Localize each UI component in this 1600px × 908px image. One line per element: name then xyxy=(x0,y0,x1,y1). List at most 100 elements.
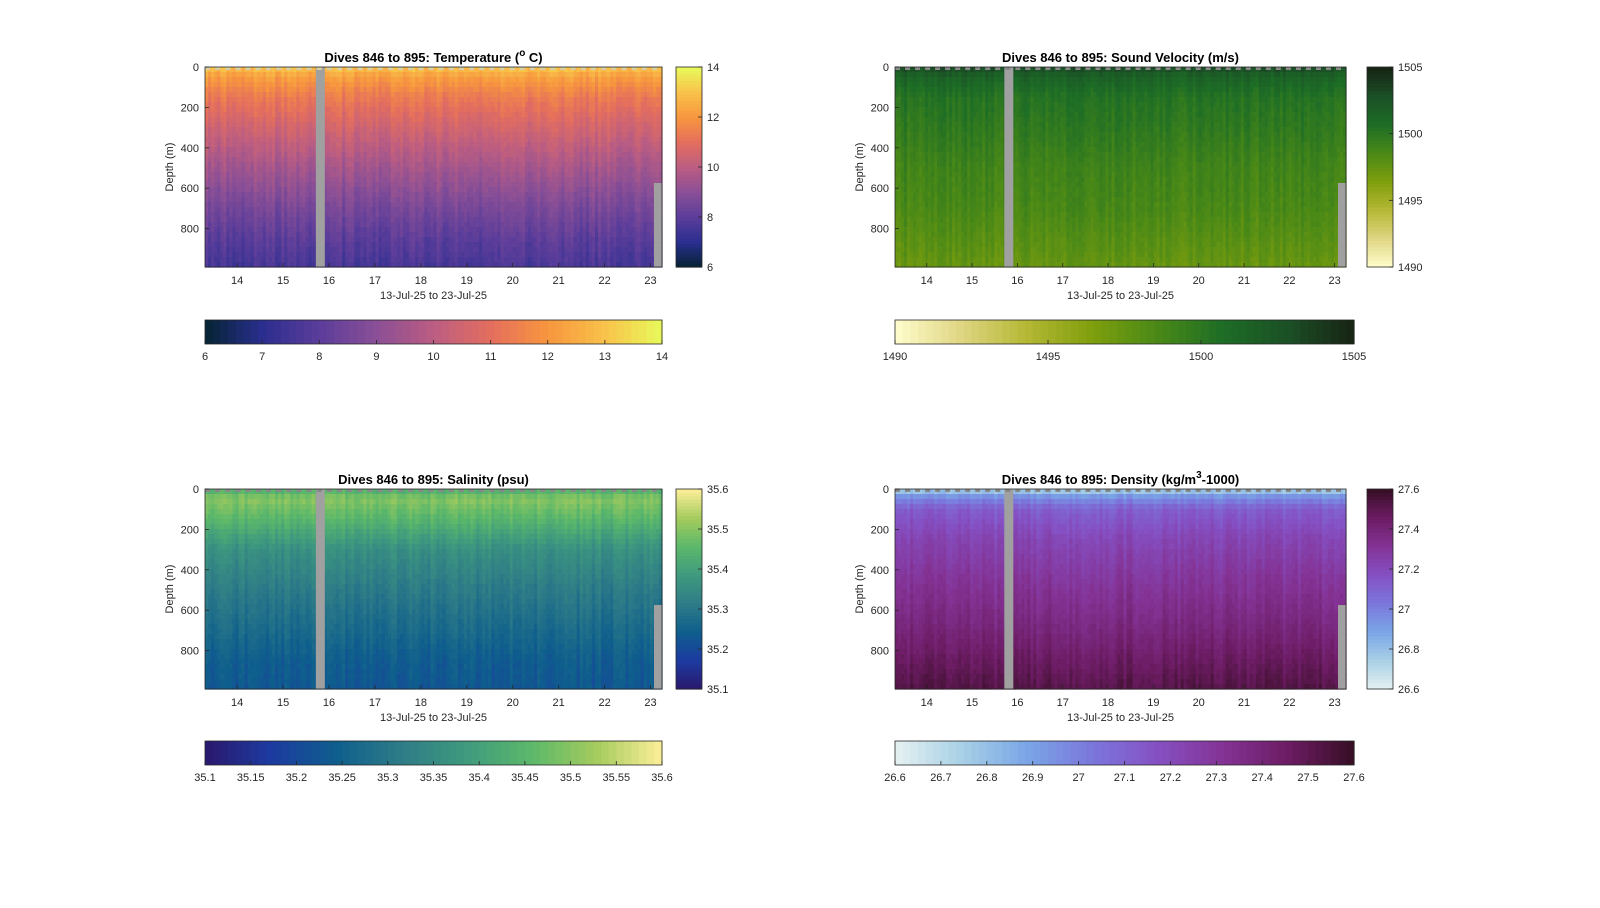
heatmap-cell xyxy=(381,232,386,238)
heatmap-cell xyxy=(220,172,224,178)
heatmap-cell xyxy=(339,222,343,228)
heatmap-cell xyxy=(268,212,273,218)
heatmap-cell xyxy=(421,147,425,153)
heatmap-cell xyxy=(439,152,444,158)
heatmap-cell xyxy=(403,142,407,148)
heatmap-cell xyxy=(399,142,404,148)
heatmap-cell xyxy=(336,147,340,153)
heatmap-cell xyxy=(424,202,429,208)
heatmap-cell xyxy=(442,142,447,148)
heatmap-cell xyxy=(308,102,313,108)
heatmap-cell xyxy=(396,227,401,233)
heatmap-cell xyxy=(439,117,444,123)
heatmap-cell xyxy=(445,72,450,78)
heatmap-cell xyxy=(250,167,255,173)
heatmap-cell xyxy=(424,172,429,178)
heatmap-cell xyxy=(369,167,374,173)
heatmap-cell xyxy=(308,182,313,188)
heatmap-cell xyxy=(205,157,209,163)
heatmap-cell xyxy=(433,162,438,168)
heatmap-cell xyxy=(418,97,422,103)
heatmap-cell xyxy=(232,222,237,228)
heatmap-cell xyxy=(238,257,243,263)
heatmap-cell xyxy=(336,252,340,258)
heatmap-cell xyxy=(275,122,279,128)
heatmap-cell xyxy=(268,92,273,98)
heatmap-cell xyxy=(390,112,395,118)
heatmap-cell xyxy=(229,232,234,238)
heatmap-cell xyxy=(265,142,270,148)
heatmap-cell xyxy=(348,137,352,143)
heatmap-cell xyxy=(296,122,301,128)
heatmap-cell xyxy=(220,87,224,93)
heatmap-cell xyxy=(427,122,432,128)
heatmap-cell xyxy=(208,157,212,163)
heatmap-cell xyxy=(381,197,386,203)
heatmap-cell xyxy=(421,72,425,78)
heatmap-cell xyxy=(445,247,450,253)
heatmap-cell xyxy=(326,77,331,83)
heatmap-cell xyxy=(393,172,398,178)
heatmap-cell xyxy=(339,187,343,193)
heatmap-cell xyxy=(403,172,407,178)
heatmap-cell xyxy=(211,152,215,158)
heatmap-cell xyxy=(339,247,343,253)
heatmap-cell xyxy=(262,232,267,238)
heatmap-cell xyxy=(345,227,349,233)
heatmap-cell xyxy=(442,247,447,253)
heatmap-cell xyxy=(262,87,267,93)
heatmap-cell xyxy=(214,137,218,143)
heatmap-cell xyxy=(238,192,243,198)
heatmap-cell xyxy=(412,182,416,188)
heatmap-cell xyxy=(302,192,307,198)
heatmap-cell xyxy=(415,182,419,188)
heatmap-cell xyxy=(284,157,288,163)
heatmap-cell xyxy=(275,127,279,133)
heatmap-cell xyxy=(336,242,340,248)
heatmap-cell xyxy=(272,242,276,248)
heatmap-cell xyxy=(281,247,285,253)
heatmap-cell xyxy=(378,247,383,253)
heatmap-cell xyxy=(433,102,438,108)
heatmap-cell xyxy=(336,227,340,233)
heatmap-cell xyxy=(396,117,401,123)
heatmap-cell xyxy=(345,122,349,128)
heatmap-cell xyxy=(366,112,371,118)
heatmap-cell xyxy=(220,247,224,253)
heatmap-cell xyxy=(406,122,410,128)
heatmap-cell xyxy=(342,107,346,113)
heatmap-cell xyxy=(262,207,267,213)
heatmap-cell xyxy=(308,112,313,118)
heatmap-cell xyxy=(399,97,404,103)
heatmap-cell xyxy=(308,77,313,83)
heatmap-cell xyxy=(345,252,349,258)
heatmap-cell xyxy=(412,247,416,253)
heatmap-cell xyxy=(406,102,410,108)
heatmap-cell xyxy=(284,242,288,248)
heatmap-cell xyxy=(430,197,435,203)
heatmap-cell xyxy=(326,162,331,168)
heatmap-cell xyxy=(415,207,419,213)
heatmap-cell xyxy=(211,92,215,98)
heatmap-cell xyxy=(253,217,258,223)
heatmap-cell xyxy=(256,242,261,248)
heatmap-cell xyxy=(259,247,264,253)
heatmap-cell xyxy=(409,82,413,88)
heatmap-cell xyxy=(357,212,361,218)
heatmap-cell xyxy=(220,242,224,248)
heatmap-cell xyxy=(223,182,227,188)
heatmap-cell xyxy=(393,67,398,73)
heatmap-cell xyxy=(384,222,389,228)
heatmap-cell xyxy=(323,157,328,163)
heatmap-cell xyxy=(268,182,273,188)
heatmap-cell xyxy=(268,77,273,83)
heatmap-cell xyxy=(323,202,328,208)
heatmap-cell xyxy=(393,207,398,213)
heatmap-cell xyxy=(354,147,358,153)
heatmap-cell xyxy=(305,247,310,253)
heatmap-cell xyxy=(445,142,450,148)
heatmap-cell xyxy=(421,142,425,148)
heatmap-cell xyxy=(448,87,453,93)
heatmap-cell xyxy=(226,162,230,168)
heatmap-cell xyxy=(302,132,307,138)
